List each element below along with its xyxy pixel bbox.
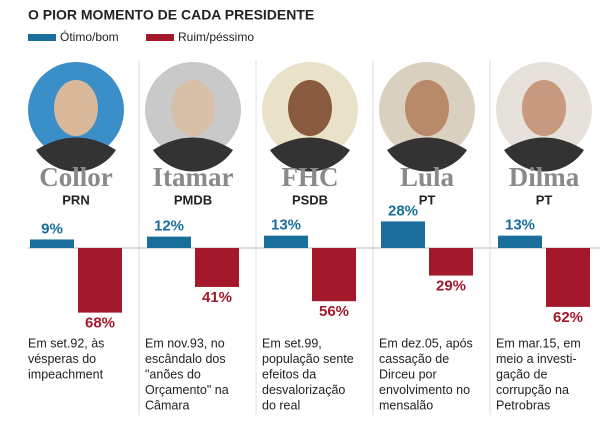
legend-swatch	[28, 34, 56, 41]
party: PMDB	[174, 192, 212, 207]
value-label: 13%	[505, 217, 535, 234]
photo-body	[36, 137, 116, 172]
note: vésperas do	[28, 352, 96, 366]
note: Petrobras	[496, 398, 550, 412]
party: PSDB	[292, 192, 328, 207]
photo-face	[405, 80, 449, 136]
value-label: 41%	[202, 289, 232, 306]
bar	[147, 236, 191, 248]
photo-face	[171, 80, 215, 136]
legend-label: Ruim/péssimo	[178, 30, 254, 44]
chart-title: O PIOR MOMENTO DE CADA PRESIDENTE	[28, 7, 314, 23]
note: do real	[262, 398, 300, 412]
value-label: 12%	[154, 218, 184, 235]
photo-body	[270, 137, 350, 172]
photo-body	[504, 137, 584, 172]
value-label: 62%	[553, 309, 583, 326]
value-label: 28%	[388, 202, 418, 219]
party: PRN	[62, 192, 89, 207]
note: desvalorização	[262, 383, 345, 397]
bar	[30, 239, 74, 248]
bar	[78, 248, 122, 313]
president-name: Collor	[39, 162, 113, 192]
president-name: Dilma	[509, 162, 580, 192]
value-label: 56%	[319, 303, 349, 320]
photo-face	[54, 80, 98, 136]
value-label: 29%	[436, 278, 466, 295]
bar	[546, 248, 590, 307]
photo-body	[153, 137, 233, 172]
note: corrupção na	[496, 383, 569, 397]
note: Em mar.15, em	[496, 336, 581, 350]
legend-label: Ótimo/bom	[60, 29, 119, 44]
note: escândalo dos	[145, 352, 226, 366]
president-name: Lula	[400, 162, 455, 192]
note: "anões do	[145, 367, 201, 381]
president-name: Itamar	[153, 162, 234, 192]
note: efeitos da	[262, 367, 316, 381]
note: Orçamento" na	[145, 383, 229, 397]
note: meio a investi-	[496, 352, 577, 366]
note: mensalão	[379, 398, 433, 412]
photo-face	[288, 80, 332, 136]
note: Em set.99,	[262, 336, 322, 350]
bar	[312, 248, 356, 302]
president-name: FHC	[282, 162, 339, 192]
note: Em dez.05, após	[379, 336, 473, 350]
note: gação de	[496, 367, 547, 381]
note: cassação de	[379, 352, 449, 366]
bar	[195, 248, 239, 287]
bar	[429, 248, 473, 276]
value-label: 68%	[85, 315, 115, 332]
note: população sente	[262, 352, 354, 366]
bar	[498, 235, 542, 248]
note: Em nov.93, no	[145, 336, 225, 350]
photo-face	[522, 80, 566, 136]
photo-body	[387, 137, 467, 172]
note: envolvimento no	[379, 383, 470, 397]
value-label: 9%	[41, 220, 63, 237]
note: Dirceu por	[379, 367, 437, 381]
party: PT	[419, 192, 436, 207]
value-label: 13%	[271, 217, 301, 234]
note: Em set.92, às	[28, 336, 104, 350]
legend-swatch	[146, 34, 174, 41]
bar	[264, 235, 308, 248]
party: PT	[536, 192, 553, 207]
note: impeachment	[28, 367, 104, 381]
bar	[381, 221, 425, 248]
note: Câmara	[145, 398, 190, 412]
